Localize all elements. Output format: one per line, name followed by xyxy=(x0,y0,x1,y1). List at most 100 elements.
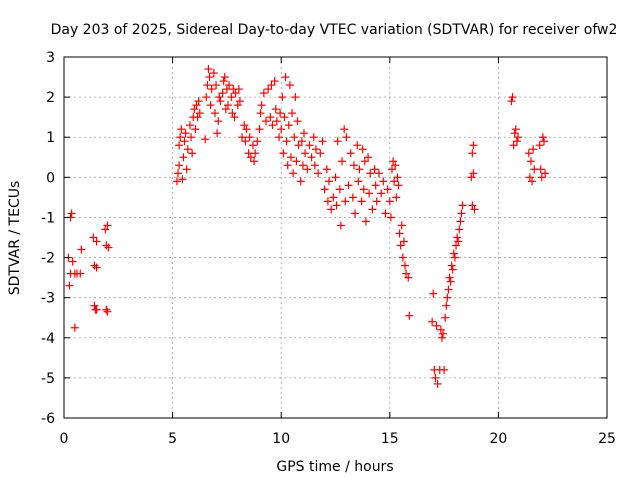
data-point xyxy=(218,89,227,98)
data-point xyxy=(92,263,101,272)
data-point xyxy=(191,125,200,134)
data-point xyxy=(185,121,194,130)
data-point xyxy=(370,165,379,174)
data-point xyxy=(216,97,225,106)
data-point xyxy=(281,73,290,82)
data-point xyxy=(300,129,309,138)
data-point xyxy=(201,135,210,144)
data-point xyxy=(469,141,478,150)
x-tick-label: 20 xyxy=(489,431,507,447)
data-point xyxy=(271,105,280,114)
data-point xyxy=(365,189,374,198)
data-point xyxy=(307,153,316,162)
x-tick-label: 15 xyxy=(381,431,399,447)
data-point xyxy=(77,245,86,254)
data-point xyxy=(399,237,408,246)
data-point xyxy=(205,73,214,82)
data-point xyxy=(240,121,249,130)
data-point xyxy=(318,137,327,146)
data-point xyxy=(389,157,398,166)
data-point xyxy=(289,169,298,178)
data-point xyxy=(381,209,390,218)
data-point xyxy=(387,165,396,174)
x-axis-label: GPS time / hours xyxy=(276,459,393,475)
data-point xyxy=(70,323,79,332)
data-point xyxy=(402,269,411,278)
data-point xyxy=(245,133,254,142)
data-point xyxy=(355,165,364,174)
x-tick-label: 5 xyxy=(168,431,177,447)
data-point xyxy=(333,137,342,146)
data-point xyxy=(444,285,453,294)
data-point xyxy=(455,225,464,234)
data-point xyxy=(207,85,216,94)
data-point xyxy=(180,137,189,146)
data-point xyxy=(283,161,292,170)
x-tick-labels: 0 5 10 15 20 25 xyxy=(60,431,616,447)
data-point xyxy=(428,317,437,326)
data-point xyxy=(364,153,373,162)
data-point xyxy=(391,161,400,170)
data-point xyxy=(454,237,463,246)
data-point xyxy=(536,165,545,174)
data-point xyxy=(76,269,85,278)
data-point xyxy=(296,177,305,186)
data-point xyxy=(445,273,454,282)
data-point xyxy=(284,121,293,130)
data-point xyxy=(277,125,286,134)
data-point xyxy=(344,181,353,190)
data-point xyxy=(175,161,184,170)
data-point xyxy=(279,149,288,158)
data-point xyxy=(293,117,302,126)
data-point xyxy=(331,173,340,182)
data-point xyxy=(322,165,331,174)
data-point xyxy=(349,161,358,170)
data-point xyxy=(238,133,247,142)
data-point xyxy=(261,117,270,126)
data-point xyxy=(183,145,192,154)
data-point xyxy=(225,81,234,90)
data-point xyxy=(311,145,320,154)
data-point xyxy=(68,257,77,266)
data-point xyxy=(524,149,533,158)
data-point xyxy=(256,109,265,118)
data-point xyxy=(290,133,299,142)
data-point xyxy=(190,105,199,114)
grid-lines xyxy=(64,57,607,418)
data-point xyxy=(220,73,229,82)
data-point xyxy=(209,69,218,78)
data-point xyxy=(386,213,395,222)
data-point xyxy=(354,177,363,186)
data-point xyxy=(359,185,368,194)
y-tick-label: 3 xyxy=(46,50,55,66)
data-point xyxy=(525,173,534,182)
data-point xyxy=(182,165,191,174)
data-point xyxy=(385,197,394,206)
data-point xyxy=(436,325,445,334)
data-point xyxy=(92,237,101,246)
data-point xyxy=(264,85,273,94)
data-point xyxy=(89,233,98,242)
data-point xyxy=(512,137,521,146)
data-point xyxy=(233,101,242,110)
data-point xyxy=(253,137,262,146)
axis-ticks xyxy=(63,56,608,419)
data-point xyxy=(259,89,268,98)
data-point xyxy=(374,169,383,178)
data-point xyxy=(286,153,295,162)
data-point xyxy=(357,197,366,206)
data-point xyxy=(204,65,213,74)
data-point xyxy=(210,109,219,118)
data-point xyxy=(453,233,462,242)
y-tick-label: -4 xyxy=(41,331,55,347)
data-point xyxy=(228,109,237,118)
data-point xyxy=(341,197,350,206)
data-point xyxy=(187,133,196,142)
y-axis-label: SDTVAR / TECUs xyxy=(7,181,23,296)
y-tick-label: 1 xyxy=(46,130,55,146)
data-point xyxy=(102,241,111,250)
data-point xyxy=(447,261,456,270)
data-point xyxy=(297,137,306,146)
data-point xyxy=(320,185,329,194)
data-point xyxy=(366,169,375,178)
